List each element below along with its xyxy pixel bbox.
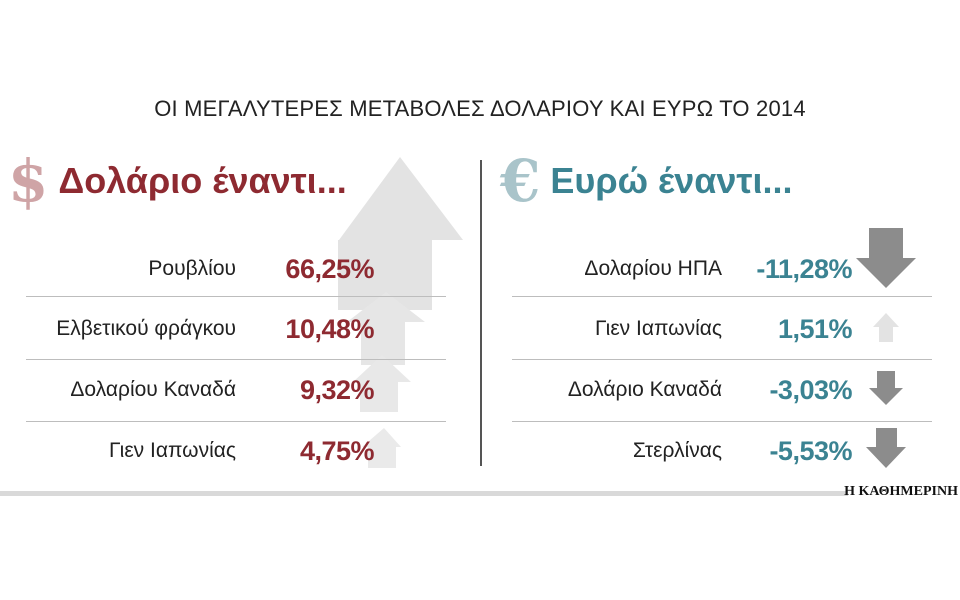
row-divider [26,359,446,360]
list-item: Στερλίνας -5,53% [512,421,932,481]
down-arrow-icon [866,428,906,468]
up-arrow-icon [338,157,463,310]
euro-panel-header: € Ευρώ έναντι... [500,152,793,210]
currency-name: Γιεν Ιαπωνίας [594,317,722,340]
change-value: -3,03% [769,374,852,405]
change-value: 10,48% [285,313,374,344]
source-credit: Η ΚΑΘΗΜΕΡΙΝΗ [844,484,958,499]
change-value: -5,53% [769,435,852,466]
row-divider [512,296,932,297]
currency-name: Δολαρίου ΗΠΑ [584,257,722,280]
currency-name: Ελβετικού φράγκου [56,317,236,340]
change-value: 4,75% [299,435,375,466]
euro-heading: Ευρώ έναντι... [550,160,793,201]
currency-name: Στερλίνας [632,439,722,462]
dollar-heading: Δολάριο έναντι... [58,160,347,201]
row-divider [512,359,932,360]
page-title: ΟΙ ΜΕΓΑΛΥΤΕΡΕΣ ΜΕΤΑΒΟΛΕΣ ΔΟΛΑΡΙΟΥ ΚΑΙ ΕΥ… [154,96,806,121]
up-arrow-icon [873,313,899,342]
list-item: Γιεν Ιαπωνίας 4,75% [26,421,446,481]
list-item: Δολάριο Καναδά -3,03% [512,360,932,420]
currency-name: Ρουβλίου [148,257,236,280]
down-arrow-icon [856,228,916,288]
panel-divider [480,160,482,466]
up-arrow-icon [353,355,411,412]
row-divider [26,421,446,422]
currency-name: Δολαρίου Καναδά [70,378,236,401]
list-item: Ελβετικού φράγκου 10,48% [26,299,446,359]
currency-name: Γιεν Ιαπωνίας [108,439,236,462]
footer-rule [0,491,848,496]
row-divider [26,296,446,297]
down-arrow-icon [869,371,903,405]
up-arrow-icon [347,292,425,365]
list-item: Δολαρίου ΗΠΑ -11,28% [512,239,932,299]
currency-name: Δολάριο Καναδά [567,378,722,401]
list-item: Δολαρίου Καναδά 9,32% [26,360,446,420]
change-value: 1,51% [777,313,853,344]
change-value: 66,25% [285,253,374,284]
up-arrow-icon [362,428,401,468]
list-item: Γιεν Ιαπωνίας 1,51% [512,299,932,359]
dollar-icon: $ [8,147,49,215]
change-value: -11,28% [756,253,852,284]
dollar-panel-header: $ Δολάριο έναντι... [8,152,347,210]
euro-icon: € [500,147,541,215]
list-item: Ρουβλίου 66,25% [26,239,446,299]
row-divider [512,421,932,422]
change-value: 9,32% [299,374,375,405]
